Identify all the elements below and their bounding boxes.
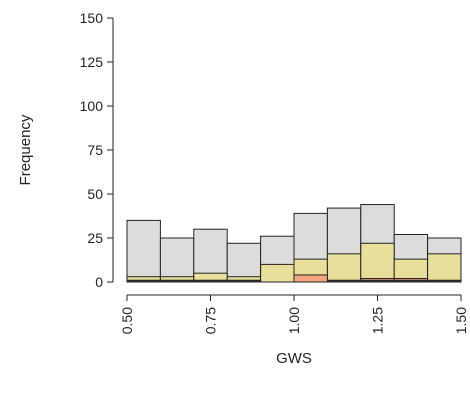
histogram-bar-s3-b2 (193, 279, 228, 283)
histogram-bar-s1-b4 (260, 263, 295, 283)
x-axis-title: GWS (276, 350, 312, 367)
x-tick-label: 1.50 (453, 307, 469, 334)
y-tick-label: 0 (95, 274, 103, 290)
x-tick-label: 0.50 (119, 307, 135, 334)
y-tick-label: 150 (80, 10, 104, 26)
histogram-bar-s3-b3 (226, 279, 262, 283)
histogram-bar-s3-b9 (427, 279, 462, 283)
histogram-bar-s3-b6 (326, 279, 362, 283)
histogram-bar-s2-b5 (293, 274, 328, 283)
x-tick-label: 1.00 (286, 307, 302, 334)
histogram-bar-s1-b7 (360, 242, 395, 283)
histogram-bars (126, 204, 462, 283)
histogram-bar-s3-b7 (360, 279, 395, 283)
histogram-bar-s3-b0 (126, 279, 161, 283)
histogram-bar-s0-b1 (159, 237, 195, 283)
histogram-bar-s1-b6 (326, 253, 362, 283)
x-tick-label: 0.75 (203, 307, 219, 334)
histogram-bar-s0-b3 (226, 242, 262, 283)
histogram-bar-s0-b0 (126, 219, 161, 283)
y-tick-label: 125 (80, 54, 104, 70)
x-tick-label: 1.25 (370, 307, 386, 334)
histogram-bar-s3-b1 (159, 279, 195, 283)
y-tick-label: 50 (87, 186, 103, 202)
y-axis: 0 25 50 75 100 125 150 (80, 10, 114, 290)
y-tick-label: 100 (80, 98, 104, 114)
y-tick-label: 25 (87, 230, 103, 246)
y-tick-label: 75 (87, 142, 103, 158)
histogram-bar-s3-b8 (393, 279, 429, 283)
histogram-bar-s1-b9 (427, 253, 462, 283)
y-axis-title: Frequency (17, 114, 34, 185)
x-axis: 0.50 0.75 1.00 1.25 1.50 (119, 294, 469, 334)
